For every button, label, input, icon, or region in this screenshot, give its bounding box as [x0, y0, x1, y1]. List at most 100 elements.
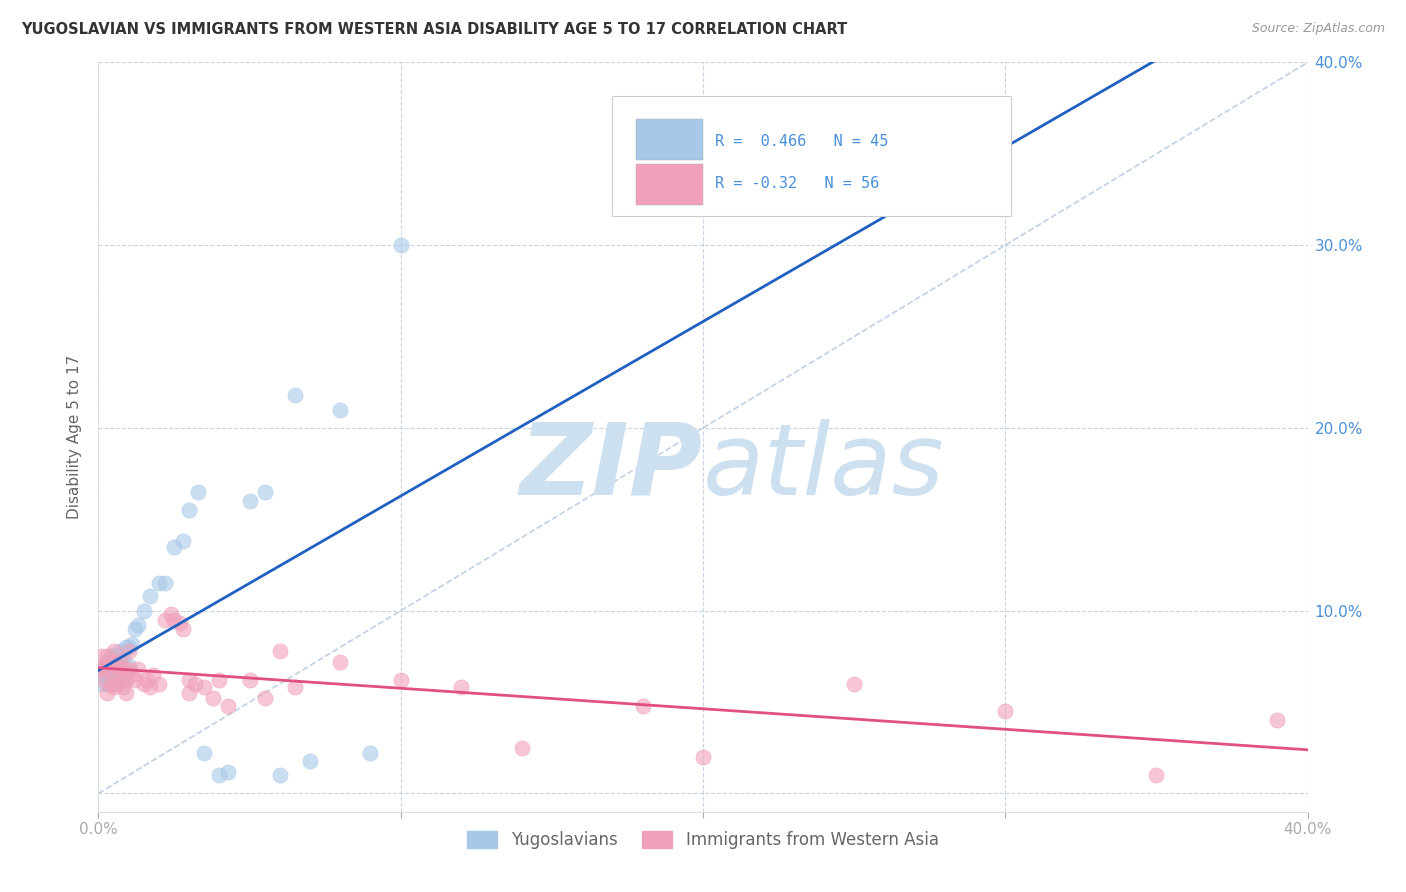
Point [450, 681, 472, 695]
Point [239, 494, 262, 508]
Point [269, 644, 291, 658]
Point [148, 576, 170, 591]
Point [299, 754, 322, 768]
Point [100, 662, 122, 676]
Point [93, 667, 115, 681]
Point [105, 649, 128, 664]
FancyBboxPatch shape [637, 119, 703, 160]
Point [114, 673, 136, 687]
Text: YUGOSLAVIAN VS IMMIGRANTS FROM WESTERN ASIA DISABILITY AGE 5 TO 17 CORRELATION C: YUGOSLAVIAN VS IMMIGRANTS FROM WESTERN A… [21, 22, 848, 37]
Point [100, 673, 122, 687]
Legend: Yugoslavians, Immigrants from Western Asia: Yugoslavians, Immigrants from Western As… [461, 824, 945, 855]
Point [114, 640, 136, 655]
Point [253, 484, 276, 499]
Point [132, 604, 155, 618]
Point [105, 658, 128, 673]
Point [193, 681, 215, 695]
Point [105, 662, 128, 676]
Point [510, 740, 533, 755]
Point [202, 691, 225, 706]
Point [139, 681, 162, 695]
Point [118, 662, 141, 676]
Point [103, 681, 125, 695]
Point [193, 746, 215, 760]
Point [103, 677, 125, 691]
Point [1144, 768, 1167, 782]
Point [127, 662, 149, 676]
Point [124, 673, 146, 687]
Point [217, 764, 239, 779]
Point [96, 655, 118, 669]
Y-axis label: Disability Age 5 to 17: Disability Age 5 to 17 [67, 355, 83, 519]
Point [96, 662, 118, 676]
Point [187, 484, 209, 499]
Text: atlas: atlas [703, 418, 945, 516]
Text: R = -0.32   N = 56: R = -0.32 N = 56 [716, 177, 879, 191]
Point [93, 658, 115, 673]
Point [124, 622, 146, 636]
Point [93, 673, 115, 687]
Point [1267, 714, 1289, 728]
Point [389, 238, 412, 252]
Point [284, 388, 307, 402]
Point [132, 677, 155, 691]
Point [90, 649, 112, 664]
Point [103, 667, 125, 681]
Point [844, 677, 866, 691]
Point [103, 649, 125, 664]
Point [96, 686, 118, 700]
Point [139, 589, 162, 603]
Point [105, 673, 128, 687]
Point [96, 677, 118, 691]
Point [179, 503, 201, 517]
Point [103, 662, 125, 676]
Point [121, 667, 143, 681]
Point [153, 576, 176, 591]
Point [100, 677, 122, 691]
Point [96, 649, 118, 664]
Point [127, 618, 149, 632]
Point [90, 677, 112, 691]
Point [389, 673, 412, 687]
Point [284, 681, 307, 695]
Point [148, 677, 170, 691]
Text: R =  0.466   N = 45: R = 0.466 N = 45 [716, 134, 889, 149]
Point [108, 667, 131, 681]
Point [269, 768, 291, 782]
Point [93, 658, 115, 673]
Point [179, 673, 201, 687]
Point [631, 698, 654, 713]
Point [121, 637, 143, 651]
Point [172, 534, 194, 549]
Point [118, 644, 141, 658]
Point [111, 649, 134, 664]
Point [208, 673, 231, 687]
Point [103, 644, 125, 658]
Point [108, 644, 131, 658]
Point [994, 704, 1017, 718]
Point [239, 673, 262, 687]
Text: ZIP: ZIP [520, 418, 703, 516]
Point [360, 746, 382, 760]
Point [108, 667, 131, 681]
FancyBboxPatch shape [637, 163, 703, 205]
Point [169, 616, 191, 631]
Point [135, 673, 157, 687]
Point [329, 402, 352, 417]
Point [163, 540, 186, 554]
Point [153, 613, 176, 627]
Point [96, 667, 118, 681]
Point [100, 649, 122, 664]
Point [179, 686, 201, 700]
Point [118, 658, 141, 673]
Point [114, 673, 136, 687]
Text: Source: ZipAtlas.com: Source: ZipAtlas.com [1251, 22, 1385, 36]
Point [142, 667, 165, 681]
Point [90, 662, 112, 676]
Point [118, 640, 141, 655]
Point [217, 698, 239, 713]
Point [692, 750, 714, 764]
Point [111, 681, 134, 695]
Point [253, 691, 276, 706]
Point [105, 677, 128, 691]
